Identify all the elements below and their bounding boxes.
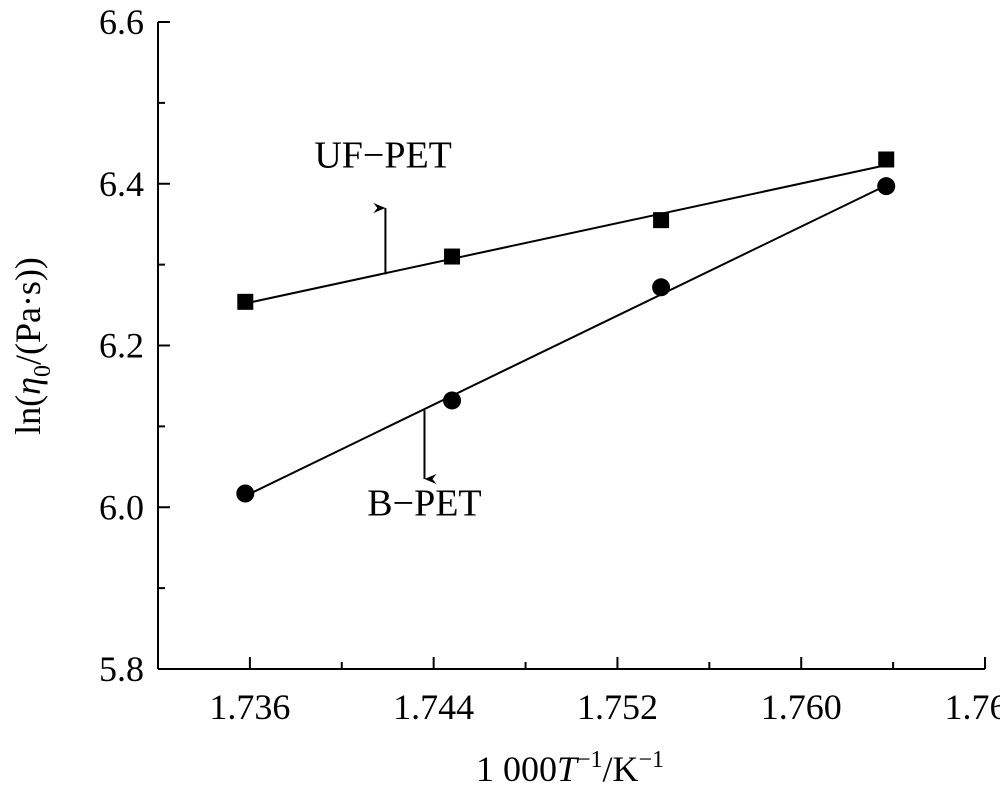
x-axis-title: 1 000T−1/K−1 — [476, 747, 664, 789]
uf-pet-label: UF−PET — [314, 135, 452, 177]
b-pet-point — [443, 391, 462, 410]
fit-lines — [244, 164, 887, 497]
b-pet-point — [652, 278, 671, 297]
y-axis-ticks: 5.8 6.0 6.2 6.4 6.6 — [99, 2, 170, 689]
uf-pet-point — [444, 248, 461, 265]
x-axis-title-exponent-1: −1 — [577, 747, 603, 773]
uf-pet-point — [878, 151, 895, 168]
b-pet-label: B−PET — [367, 482, 481, 524]
series-annotations: UF−PET B−PET — [314, 135, 481, 525]
uf-pet-point — [653, 212, 670, 229]
b-pet-point — [236, 484, 255, 503]
y-axis-title-suffix: /(Pa·s)) — [8, 257, 48, 365]
y-axis-title: ln(η0/(Pa·s)) — [8, 257, 56, 435]
uf-pet-point — [237, 293, 254, 310]
x-tick-label: 1.744 — [393, 687, 474, 727]
x-axis-title-unit: /K — [603, 749, 639, 789]
x-tick-label: 1.736 — [209, 687, 290, 727]
x-tick-label: 1.768 — [945, 687, 1000, 727]
y-axis-title-subscript: 0 — [30, 365, 56, 377]
y-axis-title-prefix: ln( — [8, 395, 48, 435]
x-tick-label: 1.752 — [577, 687, 658, 727]
y-tick-label: 5.8 — [99, 649, 144, 689]
x-tick-label: 1.760 — [761, 687, 842, 727]
y-axis-title-variable: η — [8, 377, 48, 395]
y-tick-label: 6.0 — [99, 487, 144, 527]
b-pet-point — [877, 177, 896, 196]
x-axis-title-prefix: 1 000 — [476, 749, 557, 789]
y-tick-label: 6.2 — [99, 326, 144, 366]
x-axis-title-variable: T — [557, 749, 580, 789]
y-tick-label: 6.4 — [99, 164, 144, 204]
b-pet-fit-line — [244, 184, 887, 497]
plot-frame — [157, 22, 985, 670]
data-points — [236, 151, 896, 503]
x-axis-ticks: 1.736 1.744 1.752 1.760 1.768 — [209, 657, 1000, 727]
x-axis-title-exponent-2: −1 — [639, 747, 665, 773]
y-tick-label: 6.6 — [99, 2, 144, 42]
uf-pet-fit-line — [245, 164, 887, 305]
